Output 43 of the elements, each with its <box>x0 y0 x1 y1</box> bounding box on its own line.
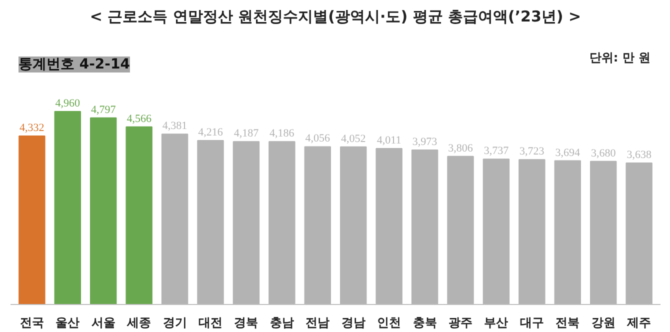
data-label: 4,011 <box>376 134 402 146</box>
x-tick-label: 대구 <box>520 316 544 330</box>
data-label: 3,973 <box>412 136 438 148</box>
data-label: 3,680 <box>590 147 616 160</box>
x-tick-label: 강원 <box>591 316 616 330</box>
x-tick-label: 경기 <box>162 316 187 330</box>
x-tick-label: 세종 <box>126 316 152 330</box>
x-tick-label: 부산 <box>484 316 508 330</box>
data-label: 4,056 <box>305 132 331 145</box>
x-tick-label: 인천 <box>377 316 402 330</box>
x-tick-label: 제주 <box>626 316 652 330</box>
data-label: 4,960 <box>55 98 81 110</box>
bar <box>126 126 152 304</box>
x-tick-label: 전국 <box>20 316 44 330</box>
bar <box>90 117 117 304</box>
bar <box>18 135 46 304</box>
x-tick-label: 전북 <box>556 316 580 330</box>
x-tick-label: 충북 <box>412 316 437 330</box>
data-label: 3,694 <box>555 146 581 159</box>
data-label: 4,052 <box>340 132 366 145</box>
x-tick-label: 충남 <box>270 316 294 330</box>
data-label: 4,186 <box>270 128 295 140</box>
data-label: 4,797 <box>90 104 116 116</box>
data-label: 3,638 <box>626 148 652 161</box>
text: 통계번호 4-2-14 <box>18 56 130 72</box>
chart-title: < 근로소득 연말정산 원천징수지별(광역시·도) 평균 총급여액(’23년) > <box>90 8 582 26</box>
data-label: 4,187 <box>234 128 260 140</box>
data-label: 3,723 <box>520 146 545 158</box>
data-label: 4,566 <box>126 112 152 125</box>
x-tick-label: 광주 <box>448 316 472 330</box>
x-tick-label: 서울 <box>91 316 116 330</box>
data-label: 4,332 <box>20 122 44 134</box>
x-tick-label: 대전 <box>198 316 222 330</box>
text: 단위: 만 원 <box>589 50 650 64</box>
data-label: 4,216 <box>198 126 224 138</box>
x-tick-label: 경남 <box>341 316 366 330</box>
data-label: 3,737 <box>484 145 510 158</box>
data-label: 3,806 <box>448 142 474 154</box>
x-tick-label: 전남 <box>306 316 330 330</box>
x-tick-label: 울산 <box>56 316 80 330</box>
x-tick-label: 경북 <box>234 316 258 330</box>
bar <box>54 111 81 304</box>
data-label: 4,381 <box>162 120 188 132</box>
